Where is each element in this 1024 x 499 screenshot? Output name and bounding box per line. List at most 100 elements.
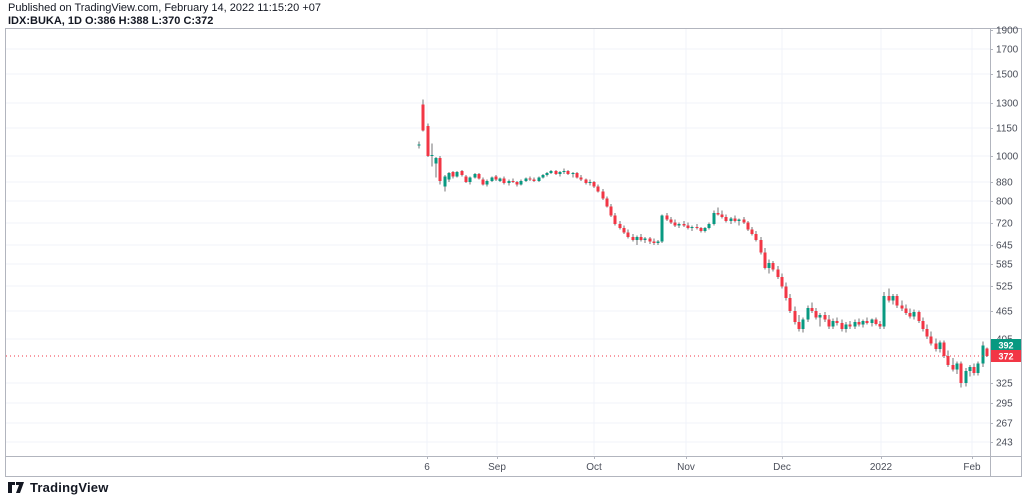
candle-body <box>596 186 600 192</box>
candle-body <box>460 170 464 176</box>
published-line: Published on TradingView.com, February 1… <box>8 2 322 14</box>
candle-body <box>660 215 664 242</box>
candle-body <box>468 177 472 182</box>
candle-body <box>776 269 780 277</box>
candle-body <box>635 237 639 241</box>
candle-body <box>417 144 421 146</box>
candle-body <box>788 298 792 311</box>
candle-body <box>477 174 481 179</box>
candle-body <box>605 198 609 207</box>
candle-body <box>490 177 494 181</box>
candle-body <box>887 296 891 301</box>
candle-body <box>793 310 797 323</box>
time-tick-label: 2022 <box>870 462 893 473</box>
candle-body <box>818 315 822 318</box>
candle-body <box>946 355 950 365</box>
candle-body <box>494 176 498 180</box>
candle-body <box>626 232 630 238</box>
candle-body <box>554 170 558 175</box>
price-tick-label: 1900 <box>996 26 1019 37</box>
candle-body <box>900 305 904 309</box>
price-tick-label: 267 <box>996 419 1013 430</box>
candle-body <box>609 206 613 216</box>
candle-body <box>780 276 784 287</box>
candle-body <box>942 342 946 356</box>
candle-body <box>703 228 707 232</box>
candle-body <box>925 329 929 337</box>
candle-body <box>895 296 899 306</box>
time-tick-label: Dec <box>773 462 791 473</box>
candle-body <box>784 286 788 299</box>
candle-body <box>917 312 921 322</box>
price-tick-label: 585 <box>996 260 1013 271</box>
candle-body <box>686 225 690 229</box>
price-tick-label: 645 <box>996 241 1013 252</box>
time-tick-label: Feb <box>963 462 981 473</box>
candle-body <box>733 218 737 222</box>
candle-body <box>485 180 489 185</box>
candle-body <box>601 191 605 199</box>
candle-body <box>891 296 895 301</box>
candle-body <box>746 222 750 230</box>
price-tick-label: 720 <box>996 219 1013 230</box>
candle-body <box>771 262 775 270</box>
candle-body <box>912 312 916 317</box>
candle-body <box>519 180 523 185</box>
candle-body <box>823 315 827 320</box>
candle-body <box>853 322 857 327</box>
candle-body <box>981 345 985 364</box>
candle-body <box>857 322 861 325</box>
candle-body <box>882 296 886 327</box>
candle-body <box>571 173 575 175</box>
candle-body <box>579 177 583 180</box>
chart-header: Published on TradingView.com, February 1… <box>8 3 321 27</box>
candle-body <box>904 308 908 314</box>
candle-body <box>648 238 652 242</box>
price-tick-label: 325 <box>996 379 1013 390</box>
tradingview-brand[interactable]: TradingView <box>8 479 109 495</box>
tradingview-brand-label: TradingView <box>30 479 109 495</box>
candle-body <box>865 321 869 323</box>
candle-body <box>511 180 515 182</box>
price-tick-label: 465 <box>996 307 1013 318</box>
price-tick-label: 800 <box>996 197 1013 208</box>
price-tag <box>991 350 1021 362</box>
candle-body <box>754 234 758 241</box>
candle-body <box>801 319 805 330</box>
candle-body <box>545 173 549 176</box>
chart-frame <box>5 28 1022 477</box>
candle-body <box>639 237 643 241</box>
price-tag-value: 372 <box>998 352 1013 362</box>
candle-body <box>724 217 728 222</box>
candle-body <box>750 229 754 235</box>
price-tick-label: 1150 <box>996 124 1018 135</box>
candle-body <box>673 222 677 226</box>
candle-body <box>669 219 673 223</box>
candle-body <box>447 173 451 180</box>
price-tag-value: 392 <box>998 341 1013 351</box>
price-tick-label: 295 <box>996 399 1013 410</box>
candle-body <box>797 322 801 330</box>
price-tick-label: 1000 <box>996 152 1019 163</box>
candle-body <box>421 104 425 131</box>
candle-body <box>613 215 617 224</box>
candle-body <box>528 178 532 180</box>
candle-body <box>955 363 959 370</box>
candle-body <box>451 171 455 177</box>
candle-body <box>537 177 541 181</box>
candle-body <box>861 321 865 325</box>
time-tick-label: Oct <box>586 462 602 473</box>
candle-body <box>976 363 980 373</box>
candle-body <box>878 323 882 327</box>
price-tick-label: 1700 <box>996 45 1019 56</box>
candle-body <box>558 171 562 175</box>
tradingview-logo-icon <box>8 481 24 493</box>
candle-body <box>968 367 972 372</box>
candle-body <box>716 212 720 215</box>
candle-body <box>584 179 588 184</box>
candle-body <box>985 348 989 356</box>
candle-body <box>541 175 545 178</box>
candle-body <box>827 319 831 327</box>
candle-body <box>549 170 553 174</box>
